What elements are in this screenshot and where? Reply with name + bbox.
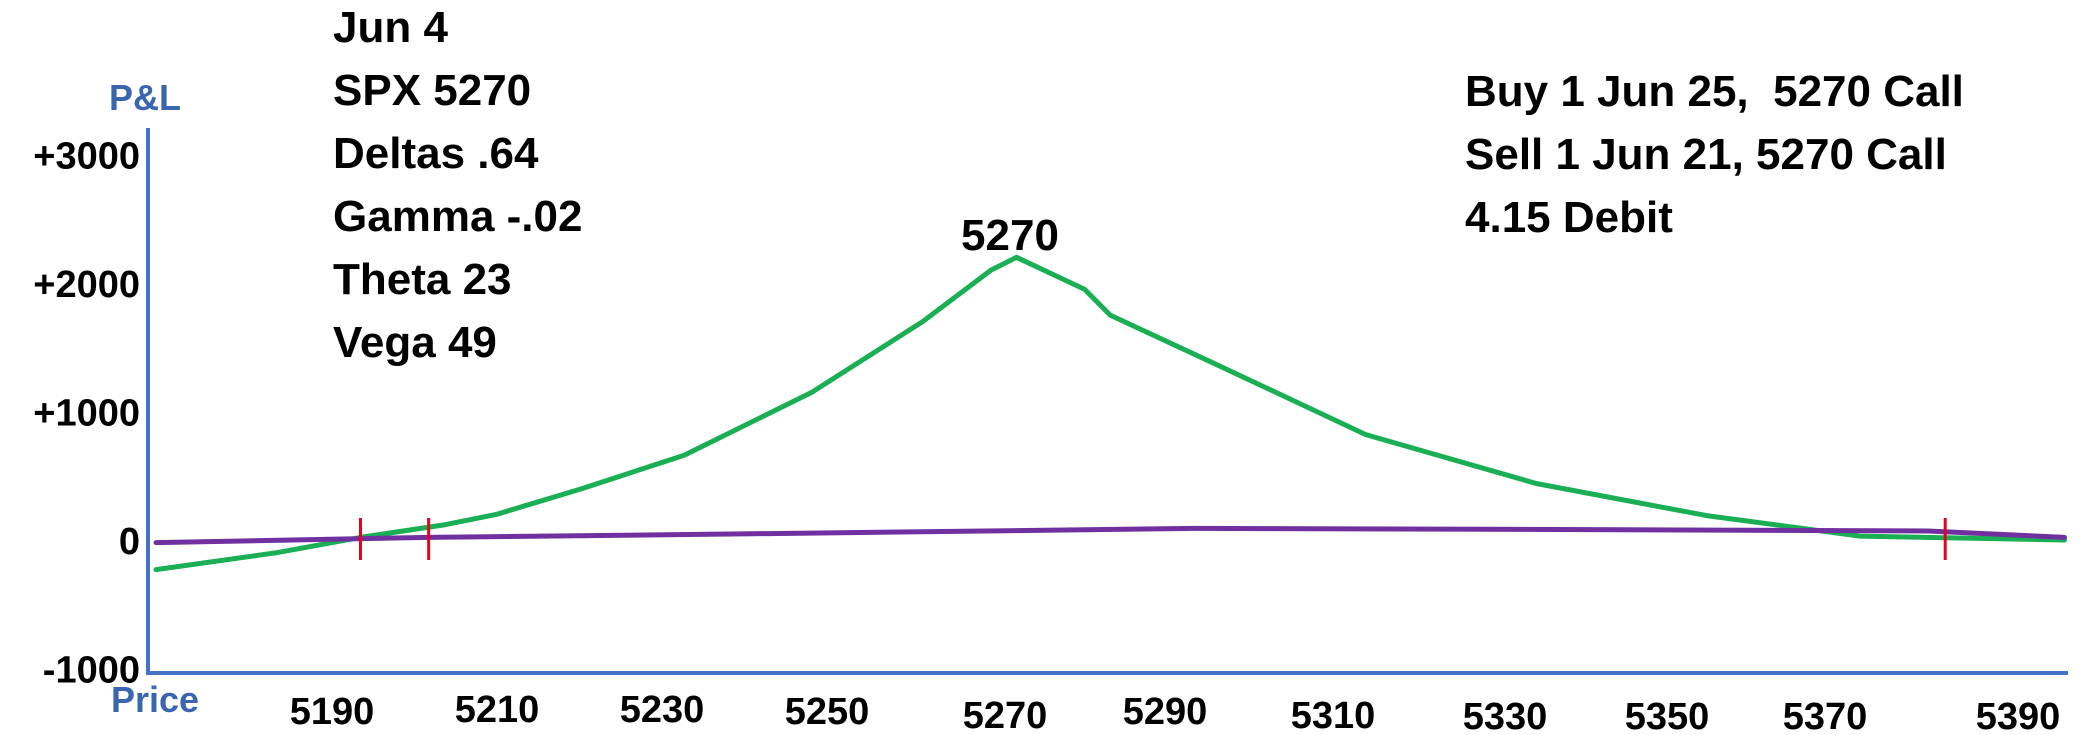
x-tick-label: 5230	[620, 689, 705, 731]
x-axis-title: Price	[111, 679, 199, 720]
info-spx: SPX 5270	[333, 66, 532, 115]
y-tick-label: 0	[119, 521, 140, 563]
peak-annotation: 5270	[961, 211, 1059, 260]
x-tick-label: 5270	[963, 695, 1048, 735]
trade-debit: 4.15 Debit	[1465, 193, 1673, 242]
pnl-curve-expiry	[153, 254, 2067, 573]
trade-sell-leg: Sell 1 Jun 21, 5270 Call	[1465, 130, 1947, 179]
info-theta: Theta 23	[333, 255, 512, 304]
x-tick-label: 5390	[1976, 696, 2061, 735]
breakeven-markers	[358, 518, 1947, 560]
x-tick-label: 5250	[785, 691, 870, 733]
y-tick-label: -1000	[43, 650, 140, 692]
x-tick-labels: 5190 5210 5230 5250 5270 5290 5310 5330 5350 5370…	[290, 689, 2061, 735]
y-tick-labels: +3000 +2000 +1000 0 -1000	[33, 136, 140, 692]
info-deltas: Deltas .64	[333, 129, 539, 178]
info-date: Jun 4	[333, 3, 448, 52]
info-vega: Vega 49	[333, 318, 497, 367]
y-tick-label: +2000	[33, 264, 140, 306]
y-tick-label: +1000	[33, 393, 140, 435]
x-tick-label: 5290	[1123, 691, 1208, 733]
x-tick-label: 5310	[1291, 695, 1376, 735]
position-greeks: Jun 4 SPX 5270 Deltas .64 Gamma -.02 The…	[333, 0, 582, 374]
x-tick-label: 5210	[455, 689, 540, 731]
y-tick-label: +3000	[33, 136, 140, 178]
pnl-curve-today	[153, 525, 2067, 546]
x-tick-label: 5190	[290, 691, 375, 733]
x-tick-label: 5370	[1783, 696, 1868, 735]
x-tick-label: 5330	[1463, 696, 1548, 735]
trade-description: Buy 1 Jun 25, 5270 Call Sell 1 Jun 21, 5…	[1465, 60, 1964, 249]
info-gamma: Gamma -.02	[333, 192, 583, 241]
axes	[146, 128, 2068, 675]
trade-buy-leg: Buy 1 Jun 25, 5270 Call	[1465, 67, 1964, 116]
y-axis-title: P&L	[109, 77, 181, 118]
x-tick-label: 5350	[1625, 696, 1710, 735]
